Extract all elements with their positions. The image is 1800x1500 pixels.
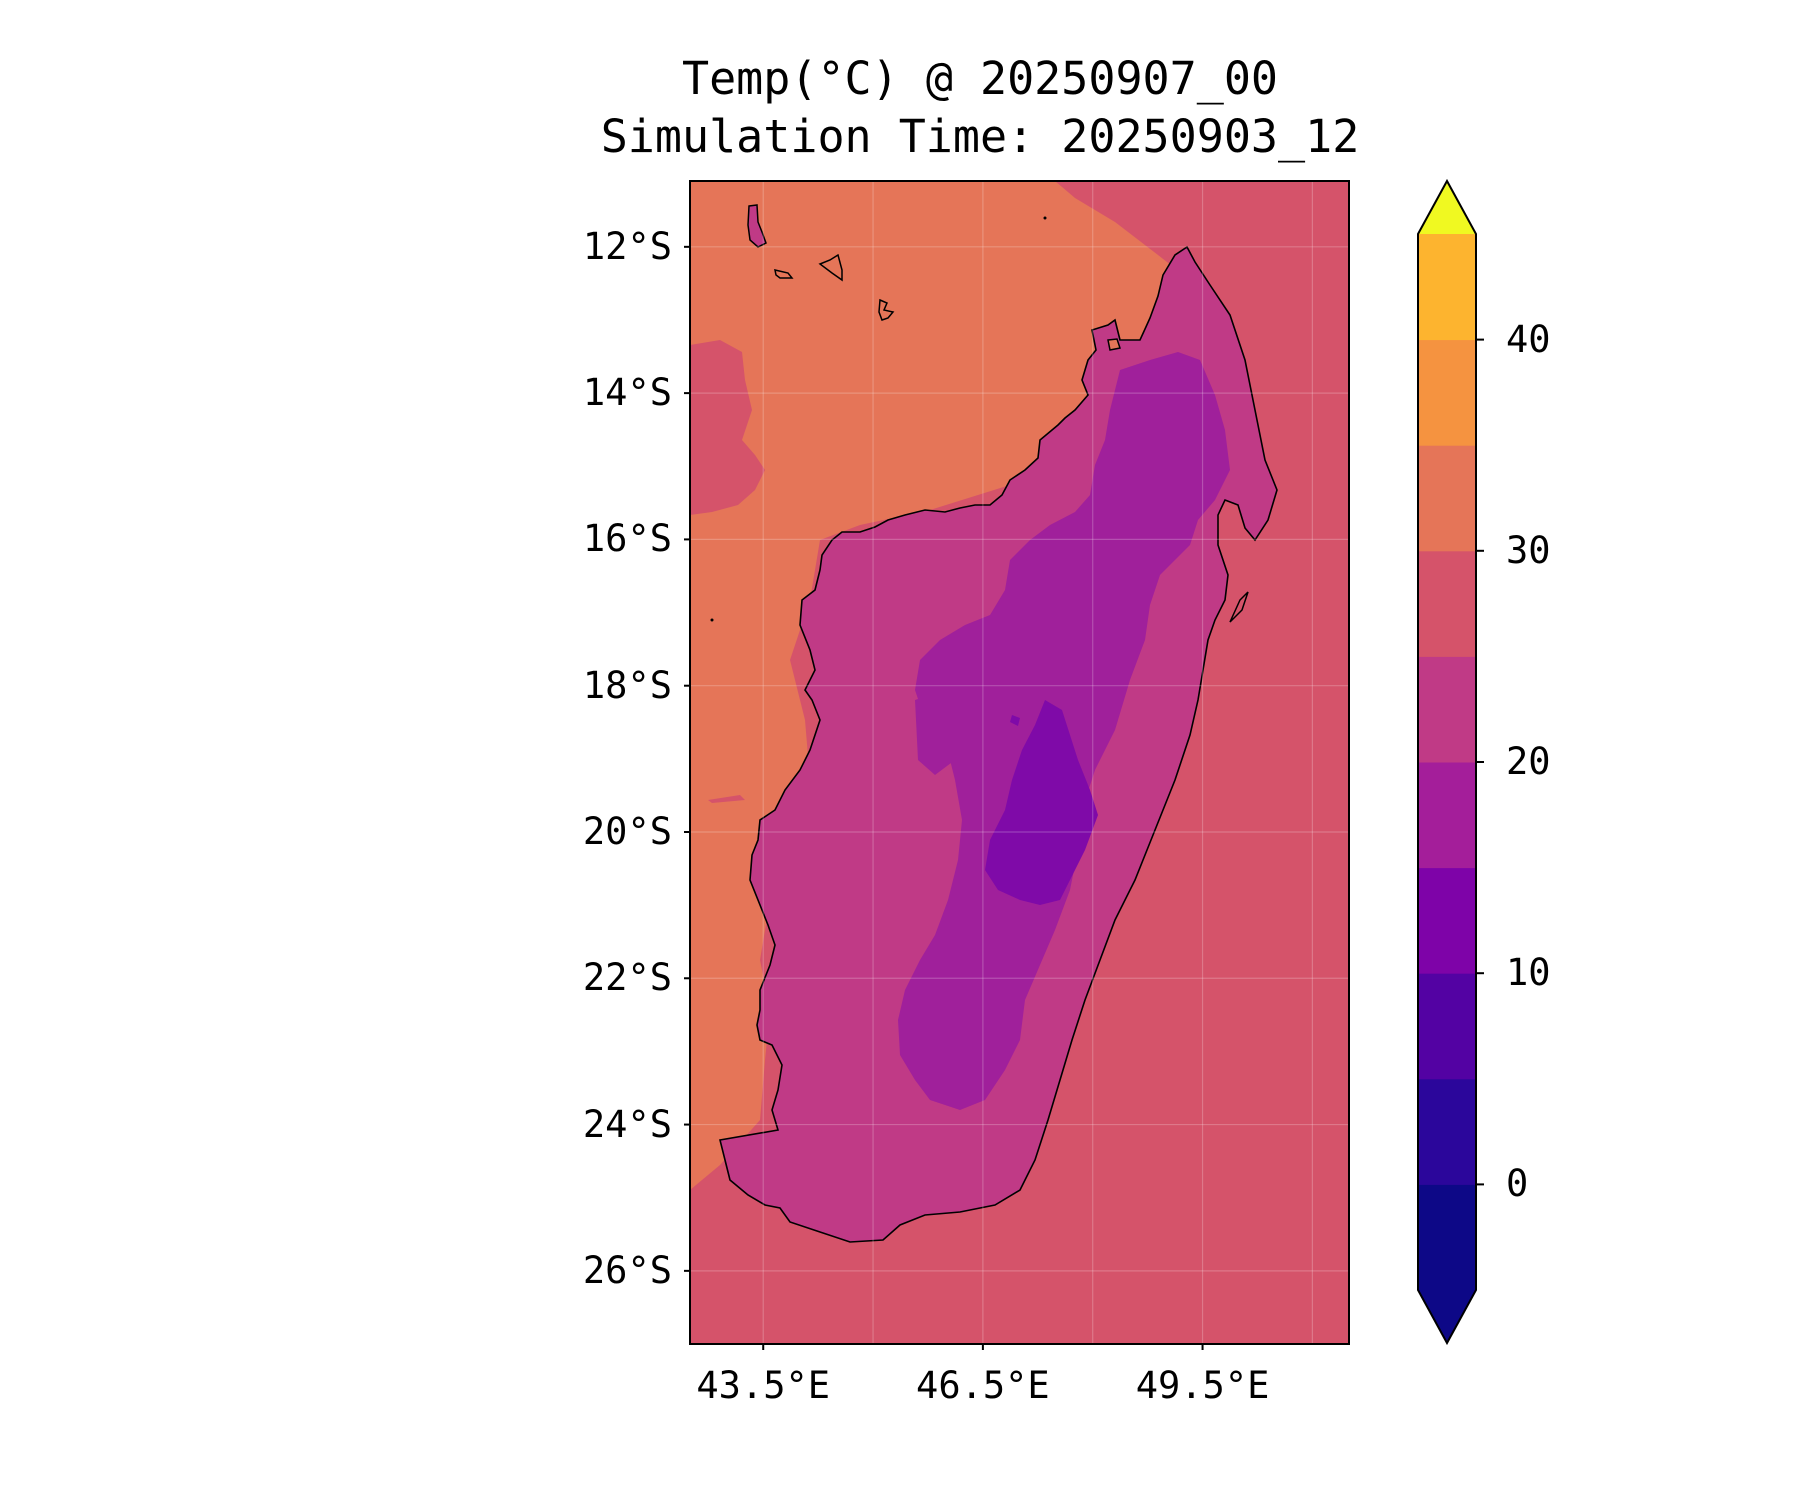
ocean-patch-nw bbox=[690, 340, 765, 515]
colorbar-segment bbox=[1418, 1184, 1476, 1291]
colorbar-segment bbox=[1418, 234, 1476, 341]
lat-tick-label: 20°S bbox=[582, 809, 672, 853]
colorbar-segment bbox=[1418, 339, 1476, 446]
gridlines bbox=[690, 181, 1349, 1344]
colorbar-segment bbox=[1418, 445, 1476, 552]
map-title: Temp(°C) @ 20250907_00 Simulation Time: … bbox=[540, 50, 1420, 166]
land-highland-cold bbox=[985, 700, 1098, 905]
colorbar-extend-min bbox=[1418, 1290, 1476, 1343]
map-plot-area bbox=[690, 181, 1349, 1344]
colorbar-segment bbox=[1418, 656, 1476, 763]
colorbar-tick-label: 20 bbox=[1506, 740, 1551, 783]
lon-tick-label: 43.5°E bbox=[696, 1364, 831, 1407]
islet-west bbox=[710, 618, 714, 622]
island-sainte-marie bbox=[1229, 591, 1249, 623]
colorbar-segment bbox=[1418, 762, 1476, 869]
lat-tick-label: 26°S bbox=[582, 1248, 672, 1292]
colorbar-segment bbox=[1418, 1078, 1476, 1185]
colorbar-tick-label: 10 bbox=[1506, 951, 1551, 995]
lon-tick-label: 46.5°E bbox=[916, 1364, 1050, 1407]
map-frame bbox=[689, 180, 1350, 1345]
colorbar-outline bbox=[1417, 178, 1477, 1346]
island-mayotte bbox=[878, 298, 895, 321]
island-nosy-be bbox=[1107, 338, 1121, 351]
islet-north bbox=[1043, 216, 1047, 220]
colorbar-extend-max bbox=[1418, 181, 1476, 234]
colorbar-tick-label: 40 bbox=[1506, 317, 1551, 361]
lon-tick-label: 49.5°E bbox=[1135, 1364, 1270, 1407]
lat-tick-label: 24°S bbox=[582, 1102, 672, 1146]
island-moheli bbox=[774, 269, 794, 279]
axis-ticks bbox=[684, 245, 1204, 1350]
island-grande-comore bbox=[747, 204, 767, 248]
colorbar-segment bbox=[1418, 867, 1476, 974]
lat-tick-label: 22°S bbox=[582, 956, 672, 1000]
colorbar-tick-label: 30 bbox=[1506, 528, 1551, 572]
lat-tick-label: 18°S bbox=[582, 663, 672, 707]
lat-tick-label: 14°S bbox=[582, 371, 672, 415]
colorbar-segment bbox=[1418, 973, 1476, 1080]
land-interior-mid-west bbox=[915, 690, 960, 775]
ocean-patch-strip bbox=[708, 795, 745, 803]
colorbar bbox=[1417, 178, 1484, 1346]
title-line-1: Temp(°C) @ 20250907_00 bbox=[681, 52, 1279, 105]
title-line-2: Simulation Time: 20250903_12 bbox=[600, 110, 1360, 163]
colorbar-segment bbox=[1418, 550, 1476, 657]
land-highland-cold-small bbox=[1010, 715, 1020, 726]
colorbar-tick-label: 0 bbox=[1506, 1162, 1529, 1206]
island-anjouan bbox=[818, 253, 843, 282]
lat-tick-label: 12°S bbox=[582, 224, 672, 268]
lat-tick-label: 16°S bbox=[582, 517, 672, 561]
